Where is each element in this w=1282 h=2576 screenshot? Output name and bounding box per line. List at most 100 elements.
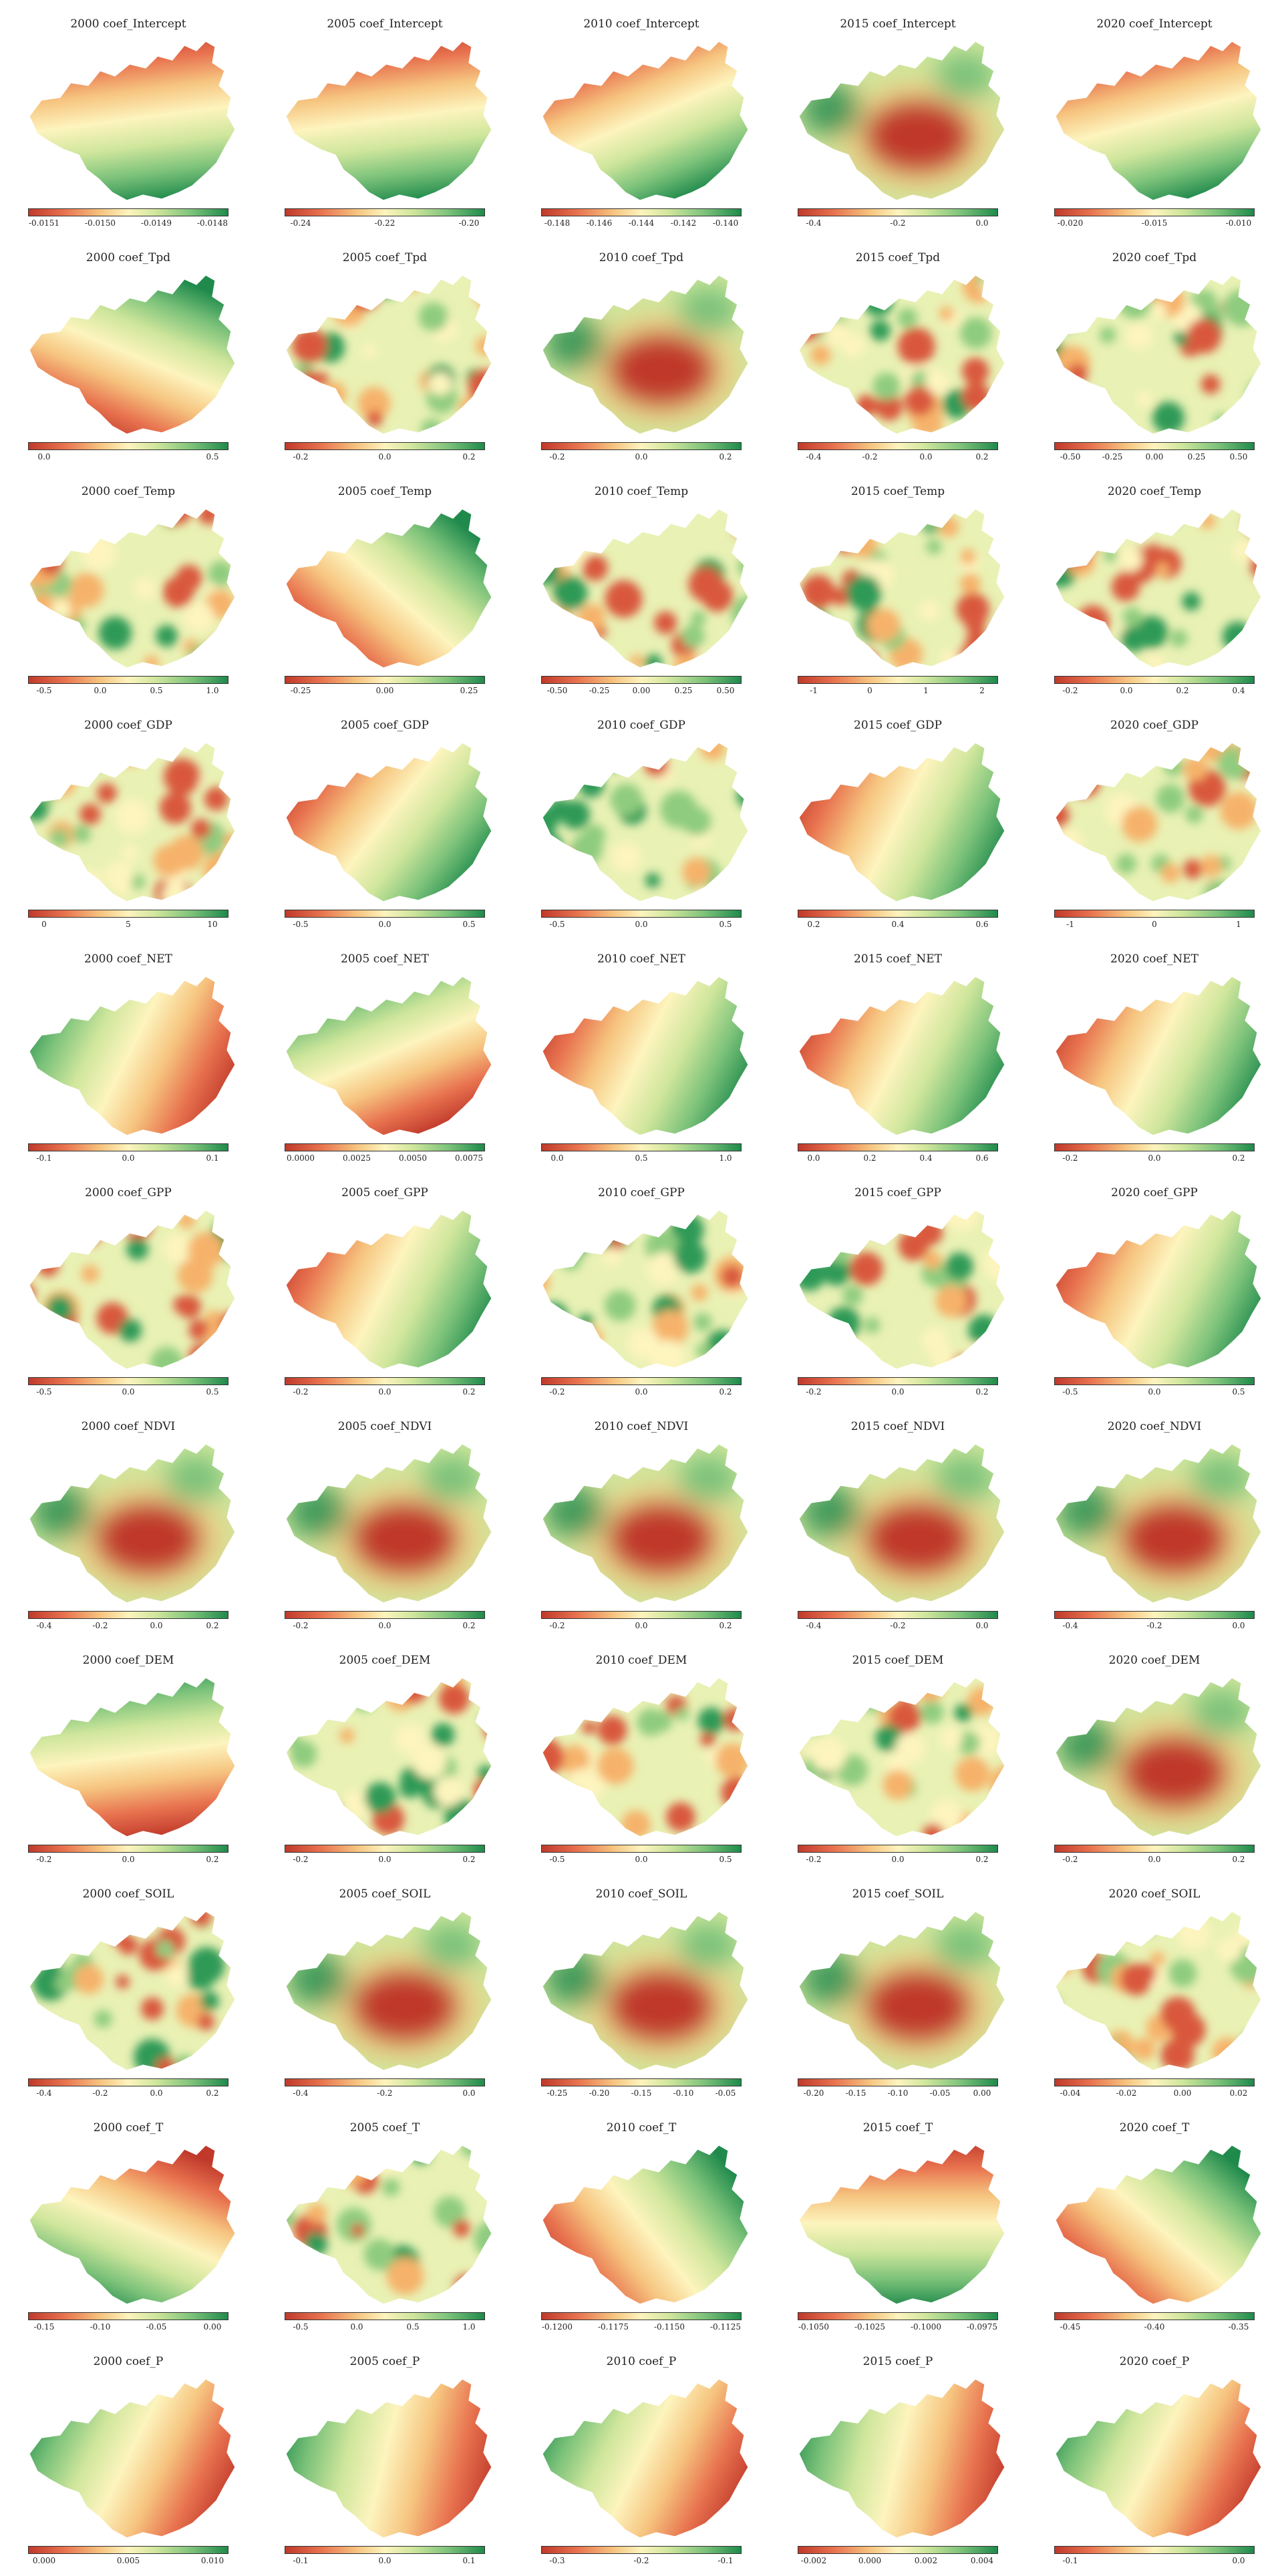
colorbar-tick-label: 0 bbox=[41, 920, 47, 929]
surface-blob bbox=[700, 1732, 715, 1747]
surface-blob bbox=[29, 1283, 35, 1304]
colorbar-ticks: -0.5 0.0 0.5 bbox=[285, 919, 485, 931]
colorbar-tick-label: -0.1025 bbox=[854, 2322, 886, 2332]
surface-blob bbox=[700, 743, 726, 761]
region-outline bbox=[1055, 2145, 1262, 2305]
surface-blob bbox=[452, 2219, 470, 2237]
colorbar bbox=[1054, 1611, 1255, 1619]
surface-blob bbox=[579, 1326, 603, 1350]
surface-blob bbox=[79, 803, 101, 825]
coefficient-surface bbox=[799, 976, 1005, 1135]
surface-blob bbox=[1164, 757, 1183, 777]
colorbar-tick-label: -0.1 bbox=[293, 2556, 309, 2565]
region-outline bbox=[798, 1911, 1005, 2071]
surface-blob bbox=[1149, 302, 1167, 320]
surface-blob bbox=[126, 1238, 149, 1260]
colorbar-tick-label: -0.05 bbox=[929, 2088, 951, 2098]
surface-blob bbox=[29, 1258, 34, 1282]
surface-blob bbox=[831, 1244, 852, 1264]
surface-blob bbox=[73, 517, 100, 544]
surface-blob bbox=[292, 328, 327, 363]
colorbar-tick-label: -0.50 bbox=[546, 686, 568, 695]
colorbar-tick-label: 0.0 bbox=[1232, 2556, 1245, 2565]
surface-blob bbox=[1066, 548, 1095, 576]
colorbar-ticks: -0.0151 -0.0150 -0.0149 -0.0148 bbox=[28, 218, 228, 230]
map-panel: 2015 coef_GDP 0.2 0.4 0.6 bbox=[770, 701, 1026, 935]
coefficient-map bbox=[1055, 2145, 1262, 2305]
map-panel: 2020 coef_Intercept -0.020 -0.015 -0.010 bbox=[1026, 0, 1282, 234]
surface-blob bbox=[71, 617, 86, 632]
colorbar-ticks: -0.20 -0.15 -0.10 -0.05 0.00 bbox=[798, 2088, 998, 2100]
colorbar bbox=[541, 910, 742, 918]
surface-blob bbox=[965, 614, 985, 635]
surface-blob bbox=[223, 833, 235, 848]
coefficient-map bbox=[798, 41, 1005, 201]
colorbar-ticks: -0.2 0.0 0.2 bbox=[541, 1387, 742, 1399]
region-outline bbox=[29, 41, 236, 201]
surface-blob bbox=[984, 402, 1005, 434]
colorbar-tick-label: -0.0148 bbox=[196, 218, 228, 228]
surface-blob bbox=[1150, 1952, 1165, 1966]
surface-blob bbox=[723, 1708, 746, 1731]
surface-blob bbox=[1136, 391, 1152, 407]
surface-blob bbox=[1067, 763, 1101, 797]
panel-title: 2020 coef_T bbox=[1119, 2121, 1190, 2135]
colorbar bbox=[1054, 2078, 1255, 2086]
surface-blob bbox=[542, 1738, 565, 1776]
surface-blob bbox=[1074, 634, 1110, 668]
colorbar-tick-label: -0.2 bbox=[1062, 1153, 1078, 1163]
colorbar bbox=[28, 2546, 228, 2554]
surface-blob bbox=[480, 2149, 492, 2165]
region-outline bbox=[542, 976, 749, 1136]
surface-blob bbox=[478, 1765, 492, 1781]
region-outline bbox=[798, 1210, 1005, 1370]
surface-blob bbox=[600, 743, 629, 771]
colorbar-ticks: -0.50 -0.25 0.00 0.25 0.50 bbox=[1054, 451, 1255, 464]
region-outline bbox=[1055, 2378, 1262, 2539]
surface-blob bbox=[1111, 1911, 1147, 1938]
surface-blob bbox=[286, 2150, 295, 2173]
surface-blob bbox=[1120, 1964, 1152, 1996]
colorbar-tick-label: -0.04 bbox=[1060, 2088, 1081, 2098]
region-outline bbox=[542, 1210, 749, 1370]
surface-blob bbox=[1116, 854, 1136, 874]
panel-title: 2005 coef_Temp bbox=[337, 485, 432, 498]
colorbar-tick-label: -0.1 bbox=[1062, 2556, 1078, 2565]
surface-blob bbox=[939, 1727, 963, 1751]
surface-blob bbox=[54, 509, 86, 538]
colorbar-tick-label: -0.148 bbox=[544, 218, 571, 228]
colorbar-tick-label: -0.5 bbox=[549, 920, 565, 929]
panel-title: 2005 coef_NET bbox=[341, 952, 429, 966]
colorbar-tick-label: 0.0 bbox=[378, 452, 391, 462]
surface-blob bbox=[77, 743, 114, 771]
colorbar-ticks: -0.4 -0.2 0.0 0.2 bbox=[798, 451, 998, 464]
panel-title: 2015 coef_GDP bbox=[854, 719, 942, 732]
colorbar bbox=[541, 1845, 742, 1853]
surface-blob bbox=[366, 410, 383, 427]
surface-blob bbox=[730, 1802, 748, 1837]
surface-blob bbox=[31, 1485, 92, 1539]
surface-blob bbox=[673, 1240, 707, 1274]
colorbar-tick-label: -0.1150 bbox=[653, 2322, 685, 2332]
map-panel: 2010 coef_GDP -0.5 0.0 0.5 bbox=[513, 701, 770, 935]
region-outline bbox=[29, 976, 236, 1136]
colorbar bbox=[541, 2312, 742, 2320]
region-outline bbox=[542, 1911, 749, 2071]
region-outline bbox=[29, 274, 236, 435]
map-panel: 2000 coef_GPP -0.5 0.0 0.5 bbox=[0, 1169, 257, 1403]
colorbar bbox=[1054, 1143, 1255, 1151]
region-outline bbox=[29, 1210, 236, 1370]
colorbar bbox=[541, 442, 742, 450]
surface-blob bbox=[347, 278, 380, 311]
surface-blob bbox=[840, 1220, 864, 1245]
surface-blob bbox=[799, 1334, 816, 1360]
colorbar-tick-label: -0.0149 bbox=[140, 218, 172, 228]
surface-blob bbox=[810, 345, 831, 365]
coefficient-map bbox=[542, 1210, 749, 1370]
surface-blob bbox=[307, 2203, 327, 2223]
region-outline bbox=[285, 1911, 492, 2071]
coefficient-surface bbox=[1056, 2379, 1261, 2538]
surface-blob bbox=[864, 1970, 971, 2043]
colorbar-ticks: -0.1 0.0 0.1 bbox=[28, 1153, 228, 1165]
colorbar-tick-label: -0.4 bbox=[1062, 1621, 1078, 1630]
